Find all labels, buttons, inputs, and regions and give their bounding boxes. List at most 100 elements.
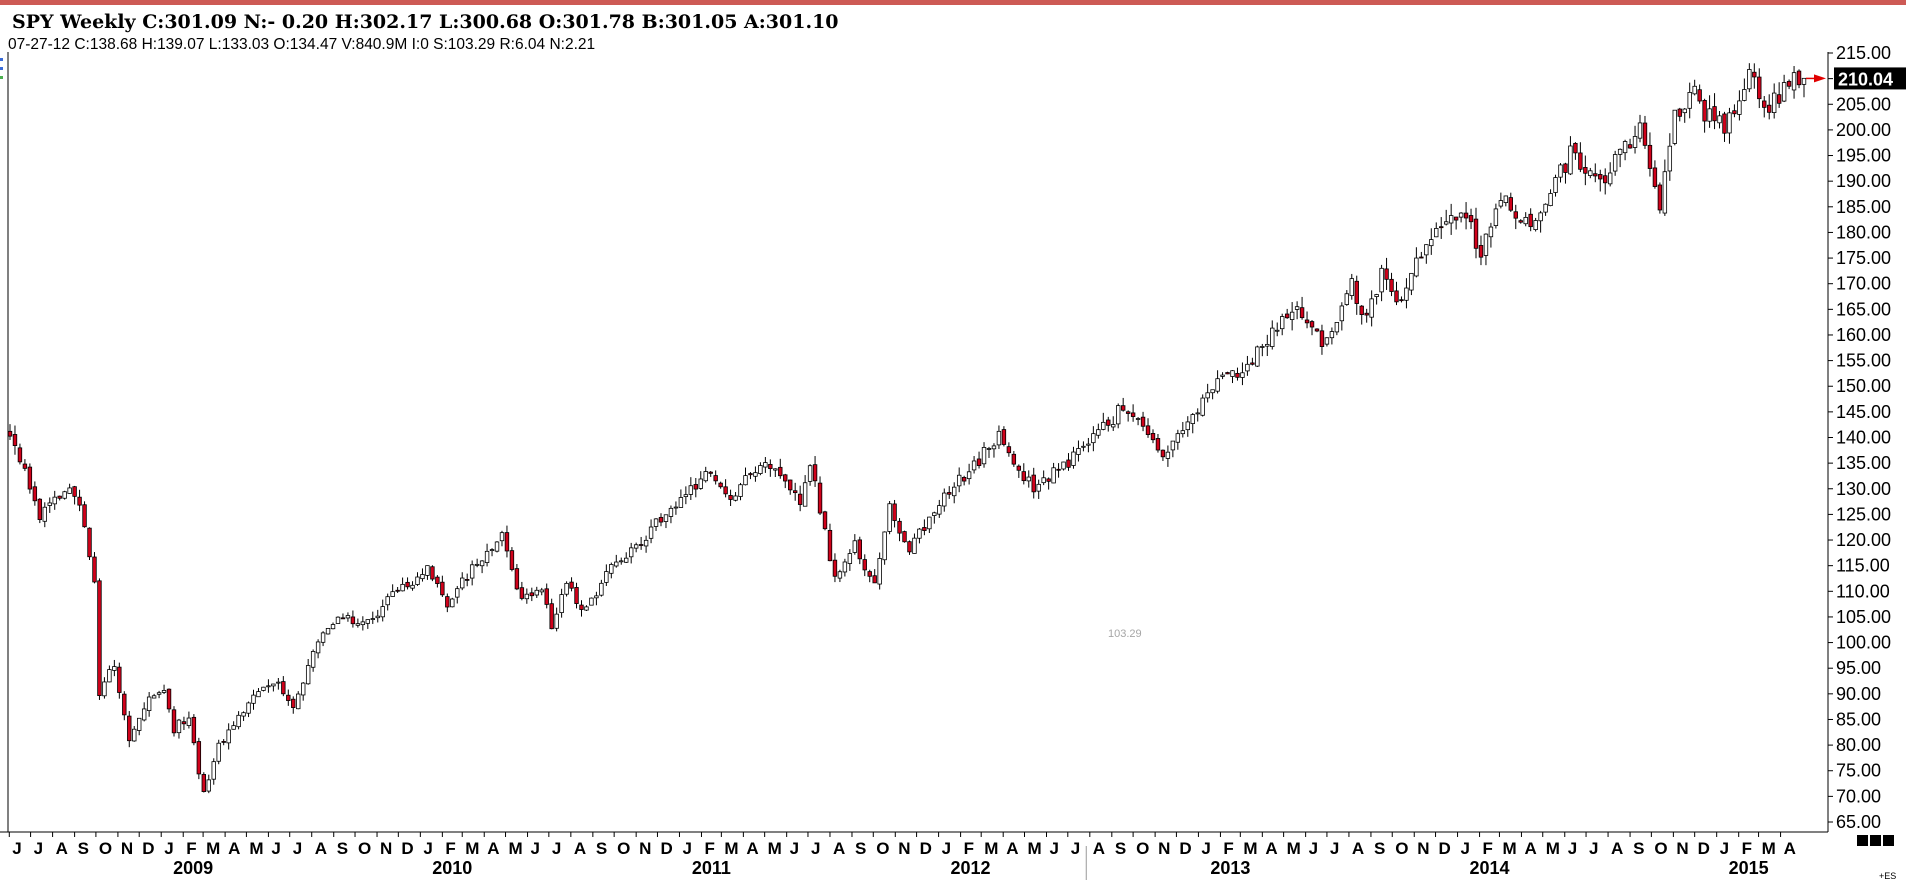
price-tick-label: 140.00 [1836,428,1891,448]
month-label: N [121,839,133,858]
candle-body [996,430,1002,446]
candle-body [907,541,912,553]
candle-body [191,716,197,744]
candle-body [773,468,778,471]
month-label: M [768,839,782,858]
candle-body [822,511,828,530]
chart-title: SPY Weekly C:301.09 N:- 0.20 H:302.17 L:… [12,11,839,33]
candle-body [1717,115,1722,124]
candle-body [817,482,823,514]
price-tick-label: 145.00 [1836,402,1891,422]
candle-body [92,556,97,583]
candle-body [688,485,694,495]
candle-body [1135,418,1141,420]
candle-body [956,474,962,487]
candle-body [1419,256,1424,259]
candle-body [1697,89,1702,102]
candle-body [1279,316,1285,330]
candle-body [1185,421,1190,431]
candle-body [261,686,266,691]
month-label: N [898,839,910,858]
candle-body [1439,226,1444,229]
candle-body [251,694,256,704]
candle-body [788,479,793,491]
candle-body [67,487,72,494]
candle-body [1250,362,1255,365]
candle-body [320,632,326,643]
candle-body [161,690,167,693]
candle-body [872,575,877,584]
candle-body [594,595,599,599]
year-label: 2014 [1469,858,1509,878]
candle-body [1175,433,1181,443]
candle-body [599,582,604,596]
candle-body [42,506,47,522]
month-label: D [920,839,932,858]
candle-body [464,579,470,581]
month-label: M [724,839,738,858]
candle-body [1757,76,1762,100]
candle-body [1642,122,1648,146]
price-tick-label: 95.00 [1836,658,1881,678]
month-label: J [423,839,432,858]
candle-body [693,484,698,490]
month-label: O [1395,839,1408,858]
month-label: J [293,839,302,858]
month-label: J [1589,839,1598,858]
candle-body [37,498,43,520]
candle-body [420,574,425,580]
candle-body [415,576,420,585]
candle-body [1573,142,1578,154]
candle-body [763,462,768,468]
candle-body [315,641,321,654]
month-label: J [552,839,561,858]
candle-body [1737,100,1742,115]
candle-body [1732,110,1737,115]
candle-body [1508,197,1513,211]
candle-body [1051,467,1056,484]
candle-body [117,666,122,693]
candle-body [499,532,505,542]
candle-body [743,475,748,486]
month-label: J [1309,839,1318,858]
month-label: J [531,839,540,858]
candle-body [778,466,783,477]
candle-body [713,475,718,482]
candle-body [1215,378,1220,392]
candle-body [87,527,92,558]
candle-body [1588,170,1593,176]
candle-body [52,496,57,505]
candle-body [792,490,798,494]
candle-body [1702,99,1707,122]
candle-body [325,627,331,635]
candle-body [196,741,202,775]
candle-body [365,619,371,624]
candle-body [1289,311,1295,320]
candle-body [812,464,818,482]
candle-body [380,606,385,618]
candle-body [1776,94,1782,104]
candle-body [1543,203,1548,213]
month-label: M [206,839,220,858]
toolbar-square-icon-2[interactable] [1870,835,1881,846]
candle-body [1200,397,1205,416]
candle-body [653,518,659,527]
candle-body [981,447,987,465]
candle-body [1145,425,1151,435]
candle-body [410,584,415,589]
candle-body [753,472,758,477]
candle-body [1453,216,1459,221]
candle-body [1568,145,1573,175]
candle-body [221,741,226,743]
candle-body [877,558,882,585]
month-label: J [1050,839,1059,858]
toolbar-square-icon-3[interactable] [1883,835,1894,846]
candle-body [827,529,833,562]
price-tick-label: 195.00 [1836,146,1891,166]
candle-body [1359,305,1364,316]
toolbar-square-icon-1[interactable] [1857,835,1868,846]
candle-body [942,492,947,507]
candle-body [216,742,221,762]
candle-body [1120,405,1126,411]
